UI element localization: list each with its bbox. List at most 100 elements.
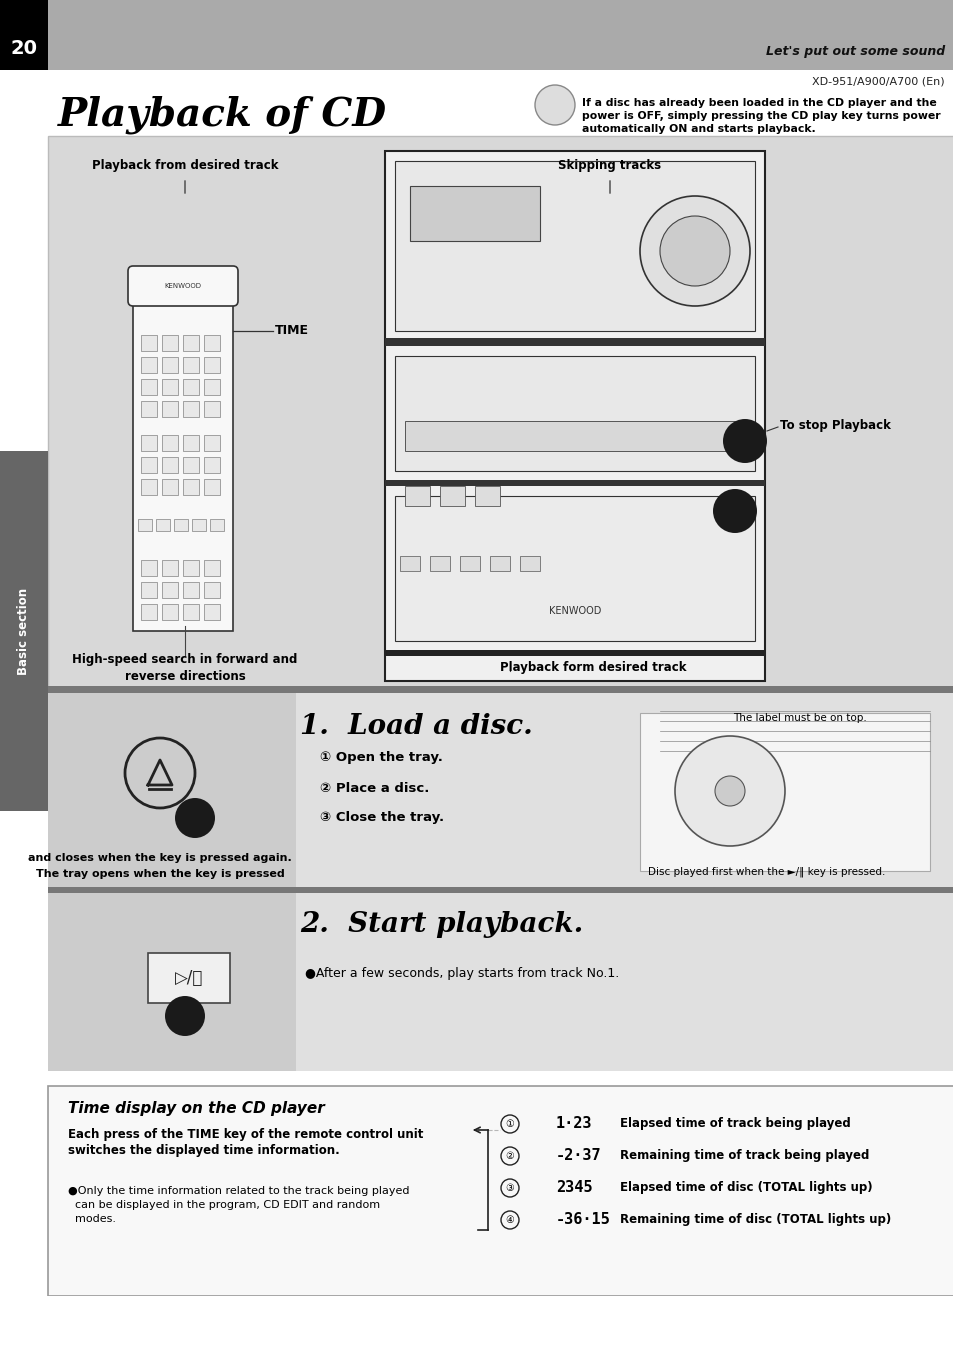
- Circle shape: [535, 85, 575, 126]
- Bar: [162, 335, 178, 351]
- Text: ① Open the tray.: ① Open the tray.: [319, 751, 442, 765]
- Bar: [48, 693, 953, 892]
- Text: ●Only the time information related to the track being played: ●Only the time information related to th…: [68, 1186, 409, 1196]
- Text: 2.  Start playback.: 2. Start playback.: [299, 911, 582, 938]
- Bar: [490, 557, 510, 571]
- Text: and closes when the key is pressed again.: and closes when the key is pressed again…: [28, 852, 292, 863]
- Text: KENWOOD: KENWOOD: [164, 282, 201, 289]
- Bar: [173, 519, 188, 531]
- Bar: [204, 335, 220, 351]
- Bar: [204, 561, 220, 576]
- Text: If a disc has already been loaded in the CD player and the
power is OFF, simply : If a disc has already been loaded in the…: [581, 99, 940, 134]
- Bar: [162, 561, 178, 576]
- Bar: [162, 480, 178, 494]
- Bar: [204, 435, 220, 451]
- Bar: [48, 686, 953, 693]
- Bar: [0, 451, 48, 811]
- Text: 2: 2: [178, 1005, 192, 1024]
- Bar: [204, 357, 220, 373]
- Bar: [405, 486, 430, 507]
- Circle shape: [722, 419, 766, 463]
- Bar: [430, 557, 450, 571]
- Circle shape: [659, 216, 729, 286]
- Text: ●After a few seconds, play starts from track No.1.: ●After a few seconds, play starts from t…: [305, 966, 618, 979]
- Text: ▷/⏸: ▷/⏸: [174, 969, 203, 988]
- Bar: [162, 435, 178, 451]
- Bar: [148, 952, 230, 1002]
- Bar: [162, 357, 178, 373]
- Bar: [395, 357, 754, 471]
- Bar: [141, 457, 157, 473]
- Text: Remaining time of track being played: Remaining time of track being played: [619, 1150, 868, 1162]
- Text: ②: ②: [505, 1151, 514, 1161]
- Text: The label must be on top.: The label must be on top.: [732, 713, 866, 723]
- Text: 1.  Load a disc.: 1. Load a disc.: [299, 713, 532, 740]
- Bar: [132, 272, 233, 631]
- Text: Elapsed time of disc (TOTAL lights up): Elapsed time of disc (TOTAL lights up): [619, 1182, 872, 1194]
- Bar: [48, 136, 953, 690]
- Text: -36·15: -36·15: [556, 1212, 610, 1228]
- Bar: [141, 380, 157, 394]
- Bar: [48, 888, 953, 893]
- Bar: [439, 486, 464, 507]
- Bar: [183, 357, 199, 373]
- Bar: [399, 557, 419, 571]
- Bar: [385, 650, 764, 657]
- Bar: [210, 519, 224, 531]
- Bar: [519, 557, 539, 571]
- Bar: [183, 335, 199, 351]
- Bar: [410, 186, 539, 240]
- Bar: [183, 401, 199, 417]
- Bar: [48, 1086, 953, 1296]
- Circle shape: [639, 196, 749, 305]
- Bar: [162, 457, 178, 473]
- Text: XD-951/A900/A700 (En): XD-951/A900/A700 (En): [812, 77, 944, 86]
- Text: ③: ③: [505, 1183, 514, 1193]
- Bar: [385, 338, 764, 346]
- Text: 2: 2: [727, 499, 741, 519]
- Text: ② Place a disc.: ② Place a disc.: [319, 781, 429, 794]
- Bar: [0, 1296, 953, 1351]
- Bar: [141, 401, 157, 417]
- Bar: [141, 561, 157, 576]
- Bar: [48, 693, 295, 892]
- Bar: [204, 582, 220, 598]
- Bar: [385, 480, 764, 486]
- Text: Playback from desired track: Playback from desired track: [91, 159, 278, 173]
- Bar: [204, 457, 220, 473]
- Bar: [162, 582, 178, 598]
- Bar: [162, 604, 178, 620]
- Bar: [138, 519, 152, 531]
- Bar: [48, 70, 953, 136]
- Bar: [141, 335, 157, 351]
- Bar: [0, 0, 953, 70]
- Bar: [204, 480, 220, 494]
- Text: High-speed search in forward and
reverse directions: High-speed search in forward and reverse…: [72, 653, 297, 684]
- Text: Disc played first when the ►/‖ key is pressed.: Disc played first when the ►/‖ key is pr…: [647, 866, 884, 877]
- Text: Elapsed time of track being played: Elapsed time of track being played: [619, 1117, 850, 1131]
- Bar: [48, 893, 295, 1071]
- Text: TIME: TIME: [274, 324, 309, 338]
- Bar: [395, 496, 754, 640]
- Text: To stop Playback: To stop Playback: [780, 420, 890, 432]
- Bar: [48, 893, 953, 1071]
- Bar: [183, 582, 199, 598]
- Bar: [162, 380, 178, 394]
- Text: ③ Close the tray.: ③ Close the tray.: [319, 812, 444, 824]
- Text: Basic section: Basic section: [17, 588, 30, 674]
- Bar: [0, 0, 48, 70]
- Bar: [141, 435, 157, 451]
- Text: Time display on the CD player: Time display on the CD player: [68, 1101, 324, 1116]
- Text: modes.: modes.: [68, 1215, 116, 1224]
- Bar: [141, 480, 157, 494]
- Bar: [459, 557, 479, 571]
- Bar: [639, 713, 929, 871]
- Bar: [183, 604, 199, 620]
- Bar: [405, 422, 734, 451]
- Bar: [475, 486, 499, 507]
- Text: ④: ④: [505, 1215, 514, 1225]
- Text: -2·37: -2·37: [556, 1148, 601, 1163]
- Bar: [183, 457, 199, 473]
- Text: ①: ①: [505, 1119, 514, 1129]
- Bar: [141, 582, 157, 598]
